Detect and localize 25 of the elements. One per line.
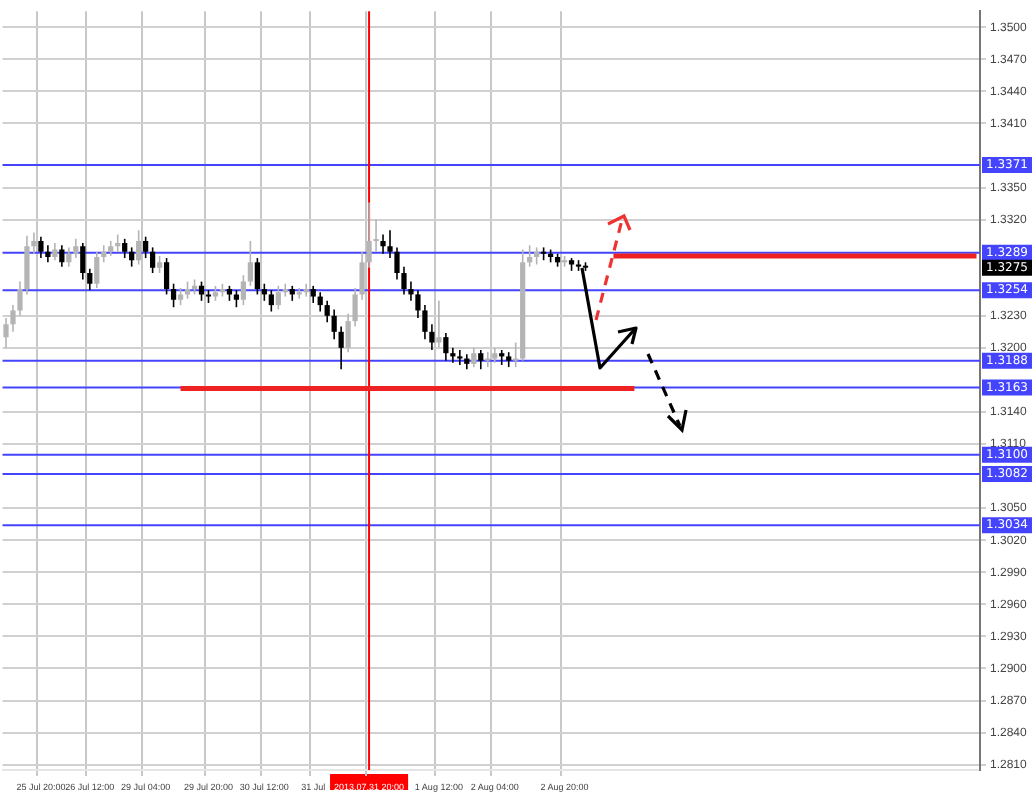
candlestick	[247, 240, 253, 287]
candlestick	[443, 332, 449, 362]
candlestick	[268, 289, 274, 313]
candlestick	[94, 250, 100, 289]
candlestick	[471, 347, 477, 368]
candlestick	[143, 235, 149, 259]
candlestick	[380, 233, 386, 255]
candlestick	[122, 238, 128, 259]
candlestick	[59, 244, 65, 268]
candlestick	[240, 274, 247, 306]
candlestick	[73, 238, 79, 259]
candlestick	[275, 285, 281, 311]
candlestick	[136, 229, 142, 266]
candlestick	[38, 235, 44, 259]
candlestick	[436, 300, 442, 349]
candlestick	[478, 349, 484, 371]
candlestick	[296, 287, 302, 300]
candlestick	[80, 242, 86, 281]
candlestick	[163, 257, 170, 296]
candlestick	[254, 257, 260, 296]
candlestick	[150, 246, 156, 274]
candlestick	[457, 349, 463, 366]
candlestick	[485, 351, 491, 368]
candlestick	[170, 282, 177, 309]
candlestick	[513, 341, 519, 368]
